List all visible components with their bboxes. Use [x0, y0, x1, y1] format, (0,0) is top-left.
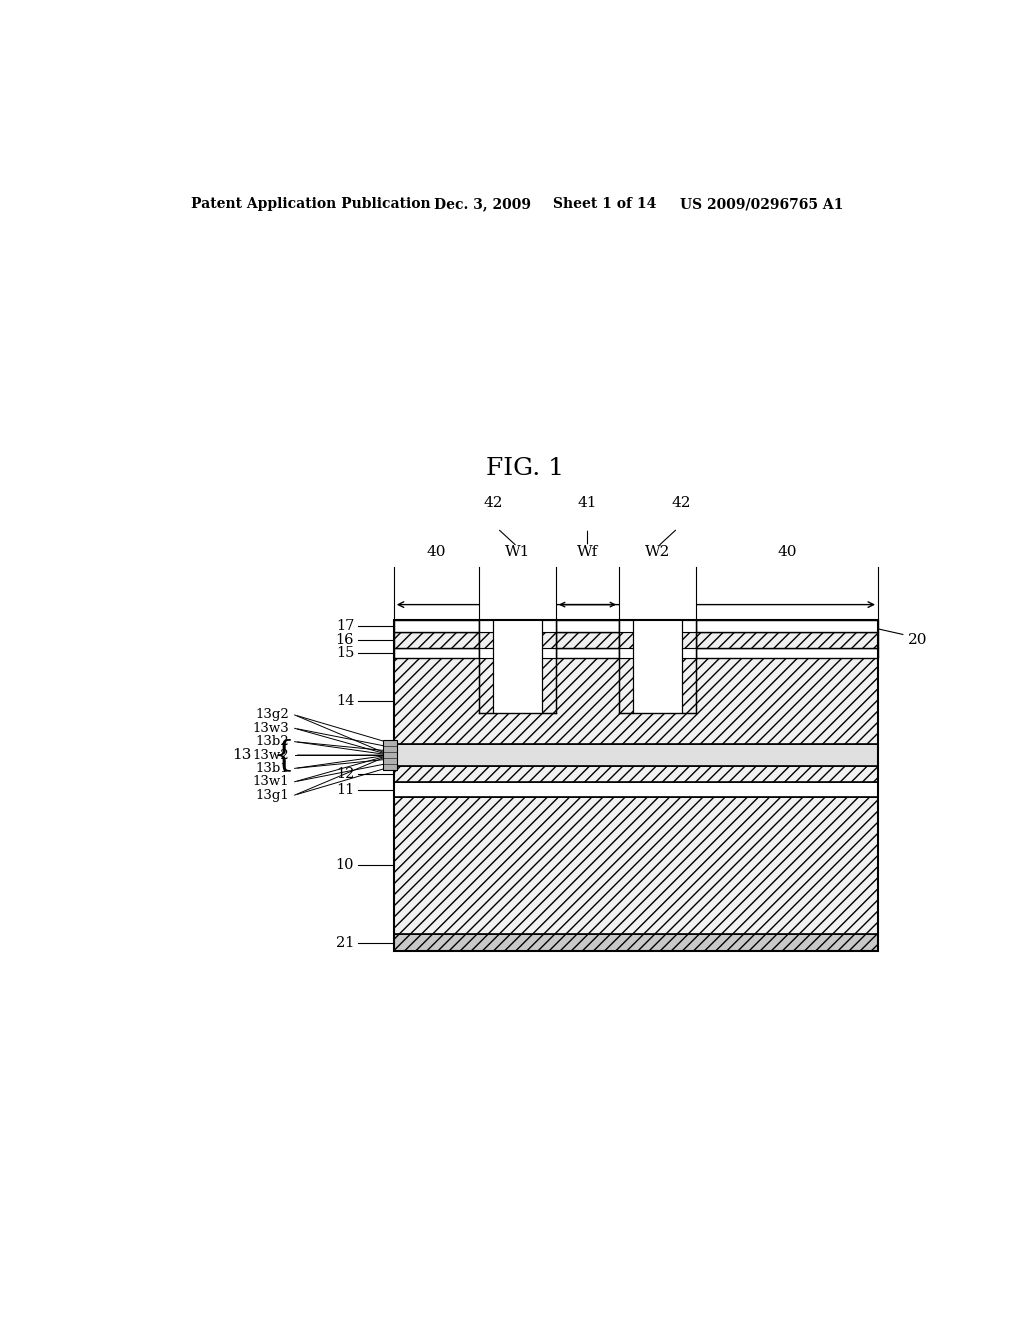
Bar — [696, 620, 878, 632]
Bar — [556, 648, 618, 659]
Text: 20: 20 — [908, 634, 928, 647]
Bar — [383, 739, 397, 771]
Text: Dec. 3, 2009: Dec. 3, 2009 — [433, 197, 530, 211]
Text: 13w3: 13w3 — [252, 722, 289, 735]
Bar — [394, 632, 478, 648]
Text: 41: 41 — [578, 496, 597, 510]
Text: FIG. 1: FIG. 1 — [485, 457, 564, 480]
Text: Sheet 1 of 14: Sheet 1 of 14 — [553, 197, 656, 211]
Bar — [618, 599, 696, 713]
Text: 21: 21 — [336, 936, 354, 949]
Text: 13b2: 13b2 — [255, 735, 289, 748]
Bar — [556, 620, 618, 632]
Text: 17: 17 — [336, 619, 354, 634]
Bar — [394, 620, 478, 632]
Bar — [618, 648, 634, 659]
Text: 42: 42 — [483, 496, 503, 510]
Text: 11: 11 — [336, 783, 354, 796]
Bar — [394, 797, 878, 935]
Text: 13b1: 13b1 — [255, 762, 289, 775]
Bar — [542, 632, 556, 648]
Bar — [478, 648, 494, 659]
Text: 13g1: 13g1 — [255, 788, 289, 801]
Bar — [478, 632, 494, 648]
Text: W2: W2 — [645, 545, 671, 558]
Bar — [394, 648, 478, 659]
Bar — [394, 620, 878, 952]
Text: 42: 42 — [672, 496, 691, 510]
Bar — [618, 632, 634, 648]
Text: 40: 40 — [426, 545, 446, 558]
Bar — [556, 632, 618, 648]
Bar — [542, 620, 556, 632]
Text: 13w1: 13w1 — [253, 775, 289, 788]
Bar — [696, 648, 878, 659]
Bar — [394, 783, 878, 797]
Bar — [682, 620, 696, 632]
Text: 13: 13 — [231, 748, 251, 762]
Text: {: { — [272, 738, 295, 772]
Text: 15: 15 — [336, 647, 354, 660]
Bar — [682, 659, 696, 713]
Bar — [696, 632, 878, 648]
Bar — [542, 648, 556, 659]
Text: Patent Application Publication: Patent Application Publication — [191, 197, 431, 211]
Bar — [542, 659, 556, 713]
Text: Wf: Wf — [577, 545, 598, 558]
Bar — [618, 659, 634, 713]
Bar — [682, 632, 696, 648]
Text: 12: 12 — [336, 767, 354, 781]
Text: 13g2: 13g2 — [255, 709, 289, 722]
Text: 13w2: 13w2 — [253, 748, 289, 762]
Bar — [394, 766, 878, 783]
Text: 14: 14 — [336, 694, 354, 708]
Text: US 2009/0296765 A1: US 2009/0296765 A1 — [680, 197, 843, 211]
Bar — [394, 744, 878, 766]
Bar — [478, 659, 494, 713]
Text: 16: 16 — [336, 634, 354, 647]
Bar — [478, 599, 556, 713]
Text: 40: 40 — [777, 545, 797, 558]
Bar — [394, 659, 878, 744]
Text: 10: 10 — [336, 858, 354, 873]
Bar — [394, 935, 878, 952]
Bar — [618, 620, 634, 632]
Text: W1: W1 — [505, 545, 530, 558]
Bar — [478, 620, 494, 632]
Bar — [682, 648, 696, 659]
